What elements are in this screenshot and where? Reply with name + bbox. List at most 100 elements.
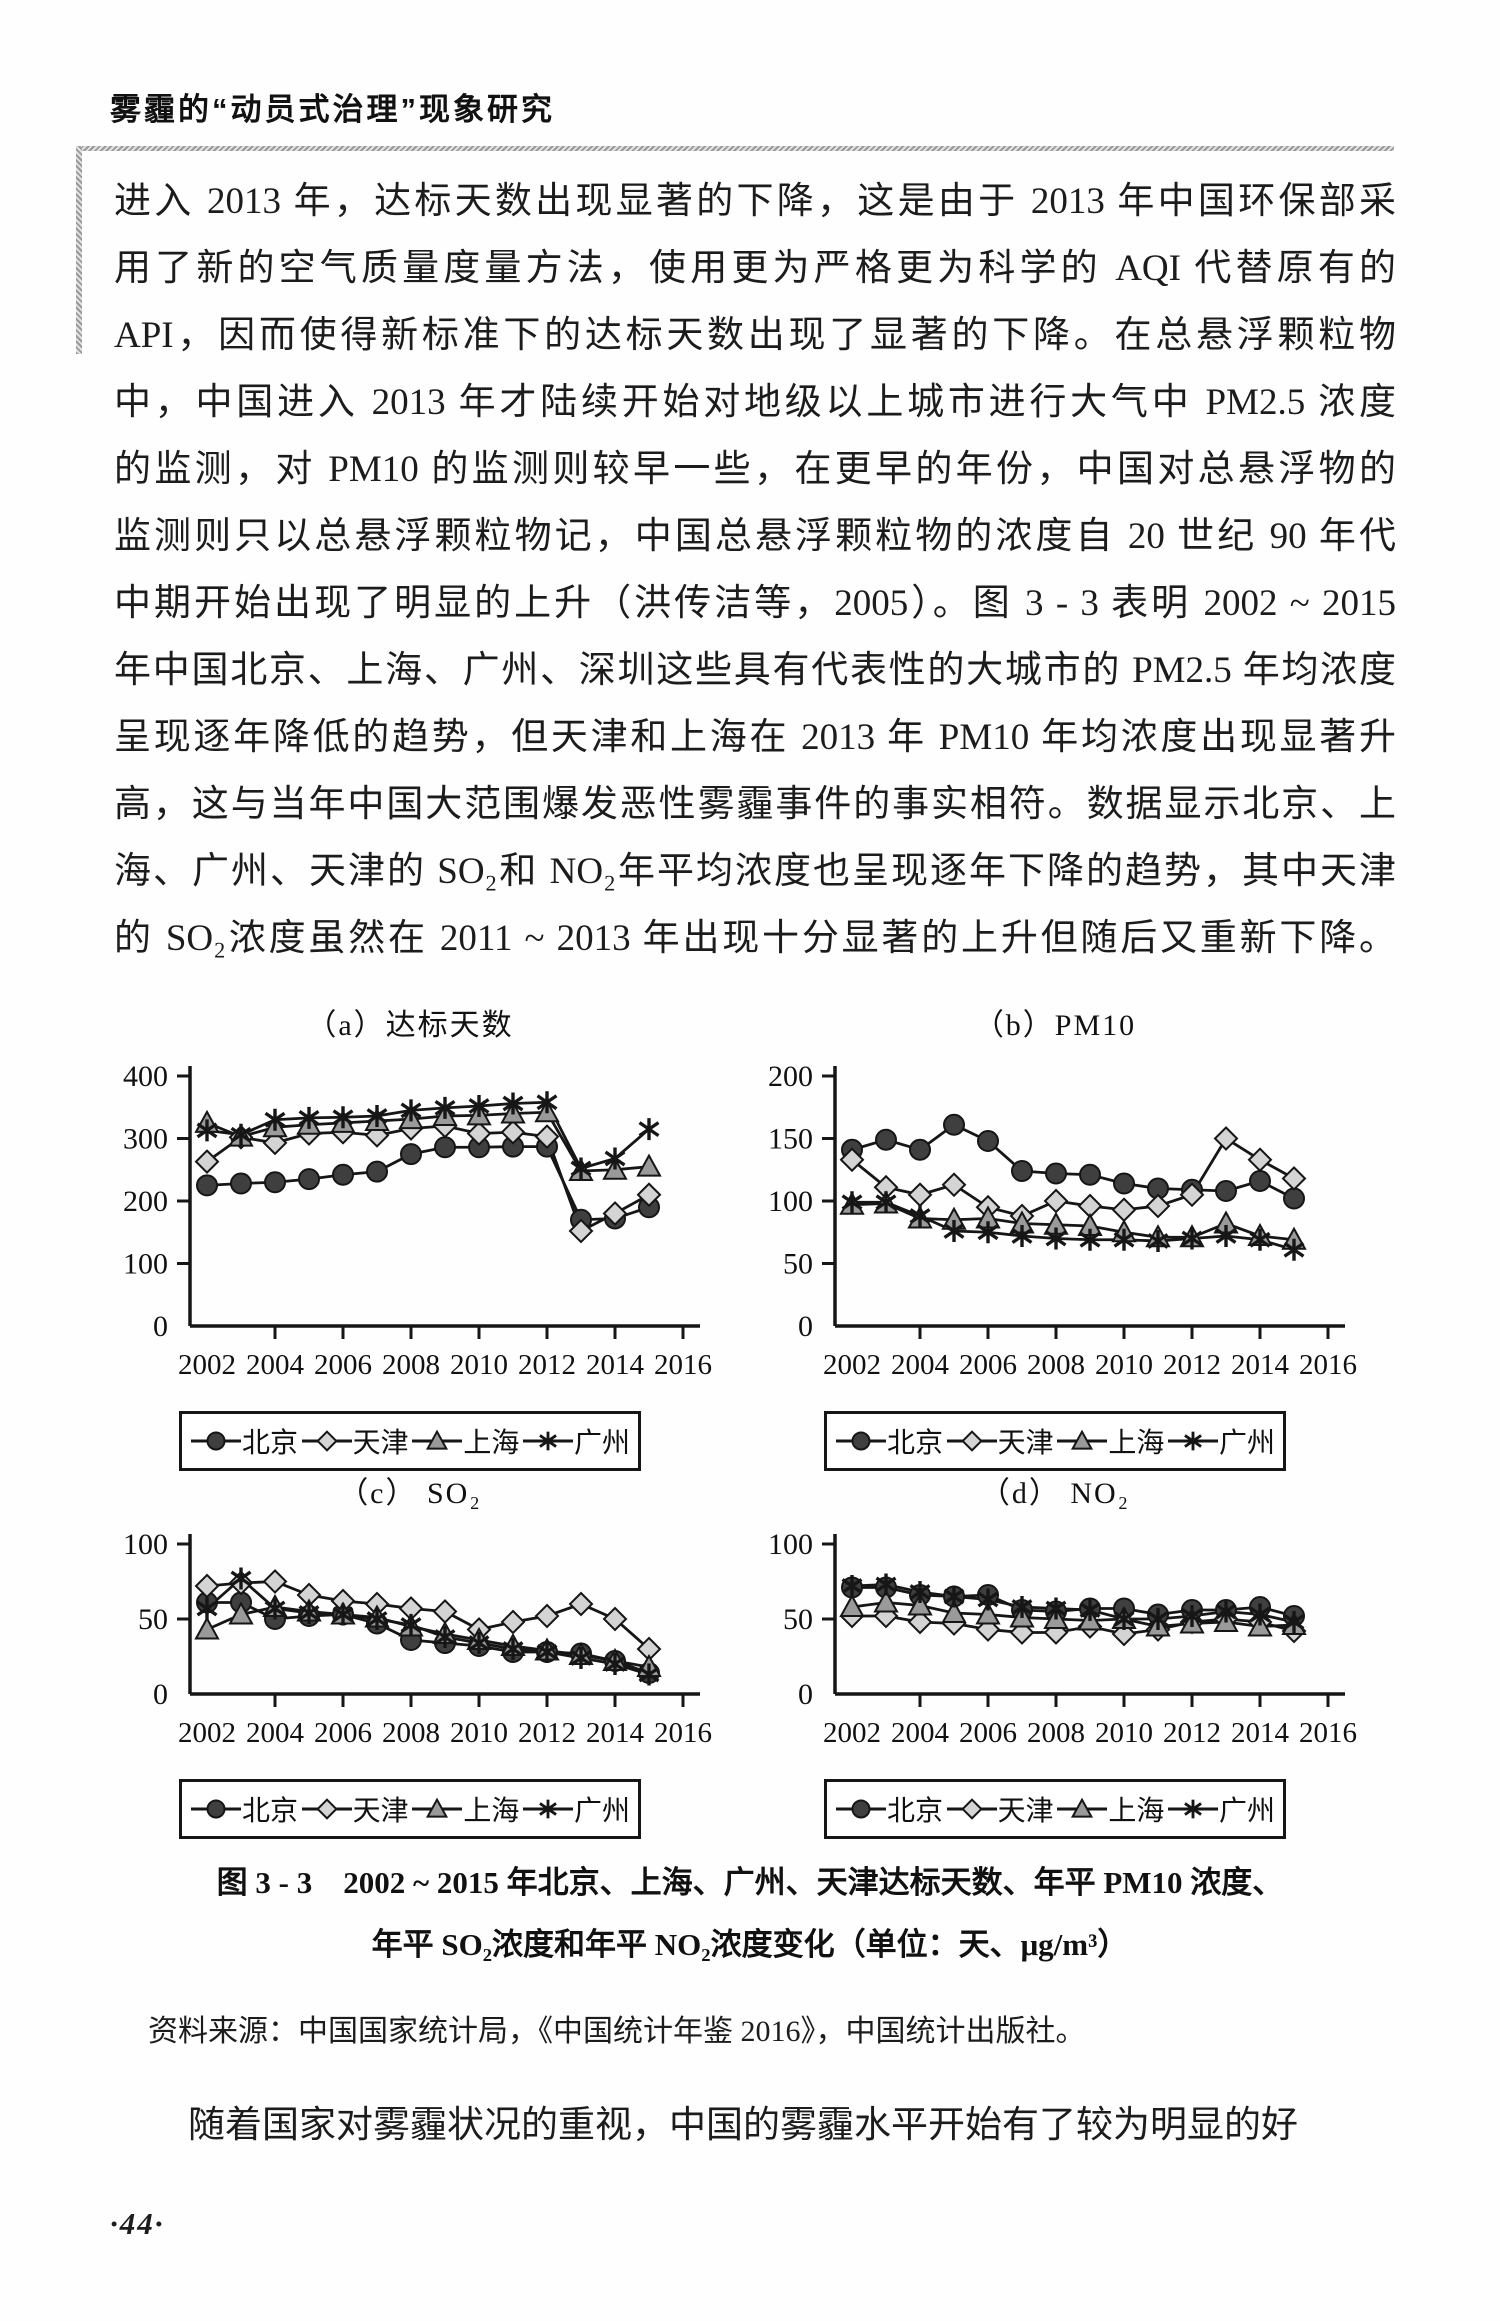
svg-text:100: 100 xyxy=(768,1185,813,1218)
svg-text:2006: 2006 xyxy=(314,1349,372,1381)
legend-item-tianjin: 天津 xyxy=(301,1789,409,1829)
svg-text:2010: 2010 xyxy=(450,1717,508,1749)
diamond-marker-icon xyxy=(946,1430,997,1452)
svg-text:2014: 2014 xyxy=(1231,1717,1290,1749)
svg-text:50: 50 xyxy=(783,1248,813,1281)
svg-text:300: 300 xyxy=(123,1123,168,1156)
star-marker-icon xyxy=(522,1431,573,1451)
svg-text:0: 0 xyxy=(153,1678,168,1711)
paragraph-line: 中，中国进入 2013 年才陆续开始对地级以上城市进行大气中 PM2.5 浓度 xyxy=(114,382,1396,423)
paragraph-line: 海、广州、天津的 SO₂和 NO₂年平均浓度也呈现逐年下降的趋势，其中天津 xyxy=(114,851,1396,892)
star-marker-icon xyxy=(522,1799,573,1819)
svg-text:2012: 2012 xyxy=(1163,1349,1221,1381)
svg-text:2002: 2002 xyxy=(178,1349,236,1381)
paragraph-line: 的监测，对 PM10 的监测则较早一些，在更早的年份，中国对总悬浮物的 xyxy=(114,449,1396,490)
svg-text:2008: 2008 xyxy=(382,1349,440,1381)
chart-c-legend: 北京 天津 上海 广州 xyxy=(179,1779,641,1839)
legend-label-shanghai: 上海 xyxy=(1108,1796,1165,1827)
chart-d-legend: 北京 天津 上海 广州 xyxy=(824,1779,1286,1839)
legend-item-tianjin: 天津 xyxy=(301,1421,409,1461)
figure-source: 资料来源：中国国家统计局，《中国统计年鉴 2016》，中国统计出版社。 xyxy=(148,2015,1086,2048)
svg-text:0: 0 xyxy=(153,1310,168,1343)
paragraph-line: 中期开始出现了明显的上升（洪传洁等，2005）。图 3 - 3 表明 2002 … xyxy=(114,583,1396,624)
chart-group-a: （a）达标天数 0 100 200 300 400 2002 2004 2006 2008 2010… xyxy=(100,1000,720,1471)
chart-a-legend: 北京 天津 上海 广州 xyxy=(179,1411,641,1471)
chart-group-d: （d） NO₂ 0 50 100 2002 2004 2006 2008 2010 2012 201… xyxy=(745,1468,1365,1839)
triangle-marker-icon xyxy=(1057,1429,1108,1450)
triangle-marker-icon xyxy=(412,1429,463,1450)
legend-item-shanghai: 上海 xyxy=(411,1421,519,1461)
chart-d-title: （d） NO₂ xyxy=(979,1477,1131,1510)
svg-text:2006: 2006 xyxy=(959,1717,1017,1749)
svg-text:200: 200 xyxy=(768,1060,813,1093)
svg-text:100: 100 xyxy=(123,1248,168,1281)
svg-text:2014: 2014 xyxy=(1231,1349,1290,1381)
circle-marker-icon xyxy=(191,1431,241,1451)
star-marker-icon xyxy=(1167,1431,1218,1451)
legend-item-beijing: 北京 xyxy=(190,1789,298,1829)
star-marker-icon xyxy=(1167,1799,1218,1819)
svg-text:2008: 2008 xyxy=(382,1717,440,1749)
legend-item-tianjin: 天津 xyxy=(946,1421,1054,1461)
svg-text:400: 400 xyxy=(123,1060,168,1093)
legend-label-shanghai: 上海 xyxy=(1108,1428,1165,1459)
svg-text:2004: 2004 xyxy=(246,1717,305,1749)
legend-item-shanghai: 上海 xyxy=(1056,1421,1164,1461)
svg-text:150: 150 xyxy=(768,1123,813,1156)
svg-text:200: 200 xyxy=(123,1185,168,1218)
paragraph-line: 监测则只以总悬浮颗粒物记，中国总悬浮颗粒物的浓度自 20 世纪 90 年代 xyxy=(114,516,1396,557)
paragraph-line: 用了新的空气质量度量方法，使用更为严格更为科学的 AQI 代替原有的 xyxy=(114,248,1396,289)
svg-text:2008: 2008 xyxy=(1027,1349,1085,1381)
legend-label-beijing: 北京 xyxy=(887,1796,944,1827)
svg-text:2016: 2016 xyxy=(1299,1717,1357,1749)
svg-text:2006: 2006 xyxy=(959,1349,1017,1381)
paragraph-line: 呈现逐年降低的趋势，但天津和上海在 2013 年 PM10 年均浓度出现显著升 xyxy=(114,717,1396,758)
legend-label-tianjin: 天津 xyxy=(352,1796,409,1827)
svg-text:2002: 2002 xyxy=(823,1717,881,1749)
body-paragraph: 随着国家对雾霾状况的重视，中国的雾霾水平开始有了较为明显的好 xyxy=(188,2105,1298,2146)
legend-item-guangzhou: 广州 xyxy=(1167,1789,1275,1829)
chart-a-title: （a）达标天数 xyxy=(306,1009,514,1042)
svg-text:0: 0 xyxy=(798,1678,813,1711)
legend-label-guangzhou: 广州 xyxy=(573,1796,630,1827)
excerpt-paragraph: 进入 2013 年，达标天数出现显著的下降，这是由于 2013 年中国环保部采用… xyxy=(114,168,1396,972)
svg-text:2002: 2002 xyxy=(178,1717,236,1749)
svg-text:2012: 2012 xyxy=(518,1349,576,1381)
legend-item-guangzhou: 广州 xyxy=(522,1421,630,1461)
svg-text:2008: 2008 xyxy=(1027,1717,1085,1749)
legend-label-tianjin: 天津 xyxy=(352,1428,409,1459)
circle-marker-icon xyxy=(836,1431,886,1451)
excerpt-left-bar xyxy=(76,146,82,354)
svg-text:100: 100 xyxy=(123,1528,168,1561)
chart-b-plot: 0 50 100 150 200 2002 2004 2006 2008 2010 2012 2014… xyxy=(768,1060,1357,1381)
svg-text:2010: 2010 xyxy=(450,1349,508,1381)
svg-text:2012: 2012 xyxy=(1163,1717,1221,1749)
svg-text:2004: 2004 xyxy=(891,1349,950,1381)
legend-item-tianjin: 天津 xyxy=(946,1789,1054,1829)
legend-item-guangzhou: 广州 xyxy=(1167,1421,1275,1461)
page-header-title: 雾霾的“动员式治理”现象研究 xyxy=(110,92,555,127)
legend-label-beijing: 北京 xyxy=(887,1428,944,1459)
legend-label-beijing: 北京 xyxy=(242,1796,299,1827)
diamond-marker-icon xyxy=(946,1798,997,1820)
chart-b-legend: 北京 天津 上海 广州 xyxy=(824,1411,1286,1471)
paragraph-line: 的 SO₂浓度虽然在 2011 ~ 2013 年出现十分显著的上升但随后又重新下… xyxy=(114,918,1396,959)
chart-b-title: （b）PM10 xyxy=(973,1009,1137,1042)
figure-caption: 图 3 - 3 2002 ~ 2015 年北京、上海、广州、天津达标天数、年平 … xyxy=(0,1852,1500,1976)
legend-label-guangzhou: 广州 xyxy=(573,1428,630,1459)
legend-label-shanghai: 上海 xyxy=(463,1428,520,1459)
legend-item-shanghai: 上海 xyxy=(411,1789,519,1829)
legend-label-shanghai: 上海 xyxy=(463,1796,520,1827)
header-divider-rule xyxy=(76,146,1394,151)
svg-text:2004: 2004 xyxy=(891,1717,950,1749)
legend-label-tianjin: 天津 xyxy=(997,1796,1054,1827)
triangle-marker-icon xyxy=(1057,1797,1108,1818)
legend-item-guangzhou: 广州 xyxy=(522,1789,630,1829)
legend-item-beijing: 北京 xyxy=(190,1421,298,1461)
legend-label-guangzhou: 广州 xyxy=(1218,1428,1275,1459)
figure-caption-line2: 年平 SO₂浓度和年平 NO₂浓度变化（单位：天、μg/m³） xyxy=(371,1927,1129,1962)
paragraph-line: 高，这与当年中国大范围爆发恶性雾霾事件的事实相符。数据显示北京、上 xyxy=(114,784,1396,825)
diamond-marker-icon xyxy=(301,1798,352,1820)
svg-text:2002: 2002 xyxy=(823,1349,881,1381)
svg-text:2014: 2014 xyxy=(586,1349,645,1381)
